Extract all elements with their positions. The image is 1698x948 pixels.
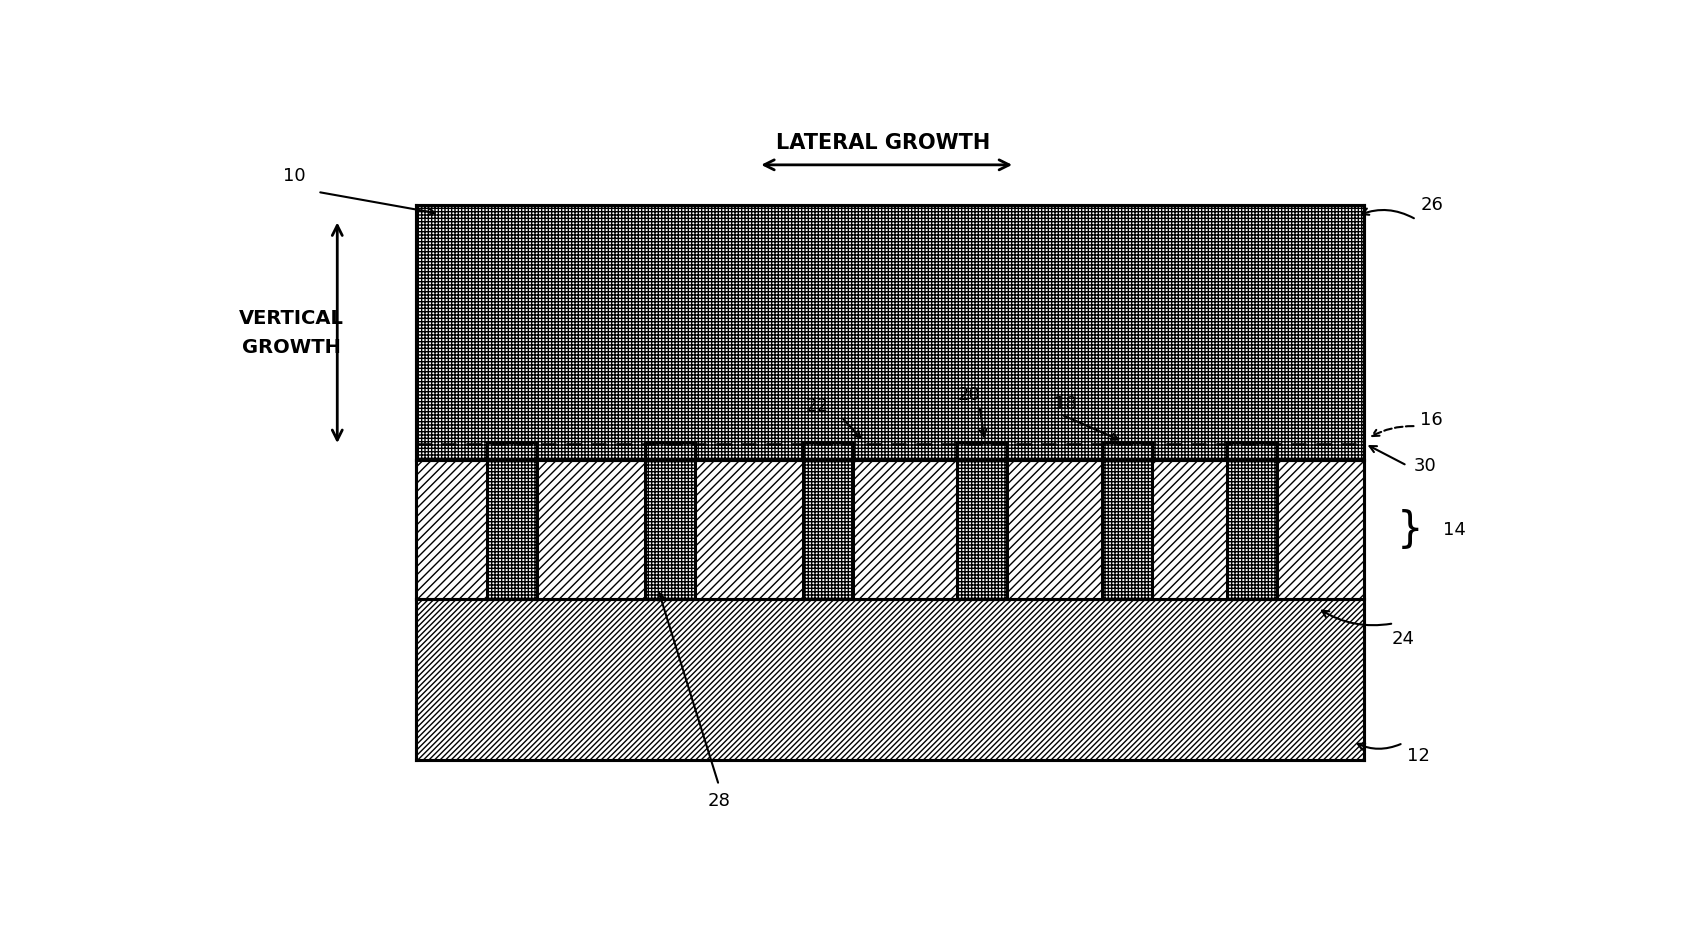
Bar: [958, 461, 1007, 599]
Bar: [416, 205, 1363, 461]
Bar: [487, 442, 537, 461]
Bar: [645, 461, 694, 599]
Text: }: }: [1396, 509, 1423, 551]
Text: 10: 10: [282, 167, 306, 185]
Bar: [1228, 442, 1277, 461]
Text: 30: 30: [1414, 457, 1437, 475]
Bar: [1228, 461, 1277, 599]
Bar: [803, 461, 852, 599]
Bar: [1102, 442, 1151, 461]
Text: 18: 18: [1054, 395, 1077, 413]
Text: GROWTH: GROWTH: [241, 337, 341, 356]
Text: 14: 14: [1443, 520, 1465, 538]
Bar: [958, 442, 1007, 461]
Text: 20: 20: [958, 386, 980, 404]
Text: 16: 16: [1420, 411, 1443, 429]
Bar: [803, 442, 852, 461]
Text: 28: 28: [708, 793, 730, 811]
Bar: [1102, 461, 1151, 599]
Text: VERTICAL: VERTICAL: [239, 309, 343, 328]
Bar: [416, 461, 1363, 599]
Text: 24: 24: [1391, 630, 1414, 648]
Text: 22: 22: [807, 397, 829, 415]
Bar: [645, 442, 694, 461]
Bar: [416, 599, 1363, 759]
Text: LATERAL GROWTH: LATERAL GROWTH: [776, 133, 990, 153]
Bar: [487, 461, 537, 599]
Text: 26: 26: [1420, 196, 1443, 214]
Text: 12: 12: [1408, 747, 1430, 765]
